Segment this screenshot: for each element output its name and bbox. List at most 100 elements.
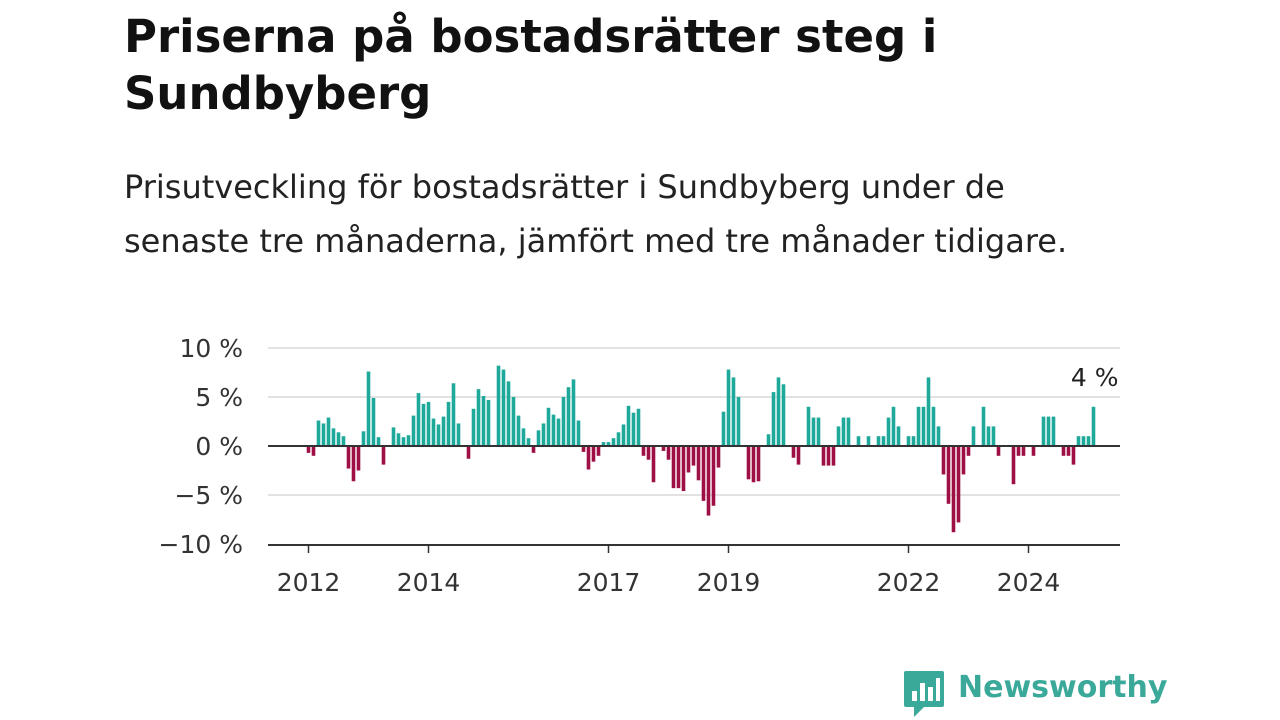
bar bbox=[921, 406, 926, 446]
bar bbox=[1081, 436, 1086, 446]
bar bbox=[916, 406, 921, 446]
bar bbox=[756, 446, 761, 482]
bar bbox=[621, 424, 626, 446]
bar bbox=[486, 399, 491, 446]
bar bbox=[311, 446, 316, 456]
bar bbox=[511, 397, 516, 446]
bar bbox=[1086, 436, 1091, 446]
bar bbox=[821, 446, 826, 466]
newsworthy-logo-icon bbox=[904, 671, 944, 717]
brand-logo: Newsworthy bbox=[902, 669, 1167, 719]
bar bbox=[641, 446, 646, 456]
bar bbox=[1051, 416, 1056, 446]
bar bbox=[611, 438, 616, 446]
bar bbox=[571, 379, 576, 446]
x-tick-label: 2024 bbox=[997, 568, 1061, 597]
bar bbox=[321, 423, 326, 446]
bar bbox=[546, 407, 551, 446]
bar bbox=[986, 426, 991, 446]
bar bbox=[981, 406, 986, 446]
bar bbox=[1041, 416, 1046, 446]
grid-lines bbox=[268, 347, 1120, 496]
y-axis-labels: 10 % 5 % 0 % −5 % −10 % bbox=[159, 334, 243, 559]
bar bbox=[381, 446, 386, 465]
bar bbox=[606, 442, 611, 446]
bar bbox=[466, 446, 471, 459]
bar bbox=[811, 417, 816, 446]
bar bbox=[1021, 446, 1026, 456]
bar bbox=[721, 411, 726, 446]
bar bbox=[471, 408, 476, 446]
bar bbox=[451, 383, 456, 446]
axes bbox=[268, 445, 1120, 553]
bar bbox=[556, 418, 561, 446]
x-tick-label: 2019 bbox=[697, 568, 761, 597]
bar bbox=[746, 446, 751, 480]
bar bbox=[496, 365, 501, 446]
bar bbox=[616, 432, 621, 446]
bar bbox=[716, 446, 721, 468]
bar bbox=[411, 415, 416, 446]
bar bbox=[696, 446, 701, 481]
x-tick-label: 2014 bbox=[397, 568, 461, 597]
bar bbox=[421, 403, 426, 446]
bar bbox=[771, 392, 776, 446]
bar bbox=[406, 435, 411, 446]
bar bbox=[936, 426, 941, 446]
bar bbox=[691, 446, 696, 466]
bar bbox=[541, 423, 546, 446]
x-tick-label: 2012 bbox=[277, 568, 341, 597]
bar bbox=[631, 412, 636, 446]
bar bbox=[506, 381, 511, 446]
bar bbox=[441, 416, 446, 446]
bar bbox=[951, 446, 956, 533]
bar bbox=[731, 377, 736, 446]
bar bbox=[961, 446, 966, 475]
bar bbox=[526, 438, 531, 446]
annotations: 4 % bbox=[1071, 363, 1119, 392]
bar bbox=[711, 446, 716, 506]
bar bbox=[671, 446, 676, 489]
bar bbox=[316, 420, 321, 446]
y-tick-label: 10 % bbox=[179, 334, 243, 363]
last-value-label: 4 % bbox=[1071, 363, 1119, 392]
bar bbox=[796, 446, 801, 465]
x-tick-label: 2022 bbox=[877, 568, 941, 597]
bar bbox=[371, 397, 376, 446]
bar bbox=[306, 446, 311, 453]
bar bbox=[781, 384, 786, 446]
bar bbox=[601, 442, 606, 446]
bar bbox=[891, 406, 896, 446]
bar bbox=[331, 428, 336, 446]
bar bbox=[436, 424, 441, 446]
y-tick-label: 5 % bbox=[195, 383, 243, 412]
bar bbox=[886, 417, 891, 446]
bar bbox=[1066, 446, 1071, 456]
bar bbox=[391, 427, 396, 446]
bar bbox=[946, 446, 951, 504]
bar bbox=[806, 406, 811, 446]
brand-name: Newsworthy bbox=[958, 670, 1168, 705]
bar bbox=[681, 446, 686, 492]
bar bbox=[351, 446, 356, 482]
bar bbox=[476, 389, 481, 446]
bar bbox=[926, 377, 931, 446]
bar bbox=[1031, 446, 1036, 456]
bar bbox=[586, 446, 591, 470]
bar bbox=[551, 414, 556, 446]
bar bbox=[911, 436, 916, 446]
bar bbox=[326, 417, 331, 446]
bar bbox=[766, 434, 771, 446]
bar bbox=[706, 446, 711, 516]
bar bbox=[1046, 416, 1051, 446]
bar bbox=[396, 433, 401, 446]
x-tick-label: 2017 bbox=[577, 568, 641, 597]
bar bbox=[701, 446, 706, 501]
bar bbox=[366, 371, 371, 446]
bar bbox=[996, 446, 1001, 456]
bar bbox=[991, 426, 996, 446]
bar bbox=[376, 437, 381, 446]
bar bbox=[361, 431, 366, 446]
bar bbox=[686, 446, 691, 473]
bar bbox=[646, 446, 651, 460]
